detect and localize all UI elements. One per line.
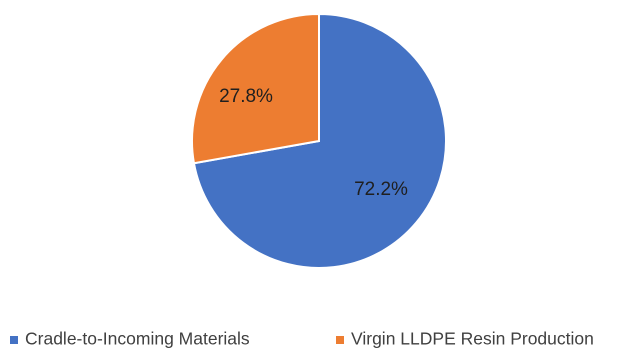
slice-label-cradle-to-incoming: 72.2% (354, 179, 408, 200)
pie-slices (191, 12, 447, 269)
legend-swatch-virgin-lldpe (336, 336, 344, 344)
chart-legend: Cradle-to-Incoming Materials Virgin LLDP… (10, 329, 594, 349)
legend-swatch-cradle-to-incoming (10, 336, 18, 344)
slice-label-virgin-lldpe: 27.8% (219, 86, 273, 107)
slice-labels: 72.2% 27.8% (219, 86, 408, 200)
legend-label-virgin-lldpe: Virgin LLDPE Resin Production (351, 329, 594, 349)
pie-slice-virgin-lldpe (191, 12, 320, 165)
legend-label-cradle-to-incoming: Cradle-to-Incoming Materials (25, 329, 250, 349)
